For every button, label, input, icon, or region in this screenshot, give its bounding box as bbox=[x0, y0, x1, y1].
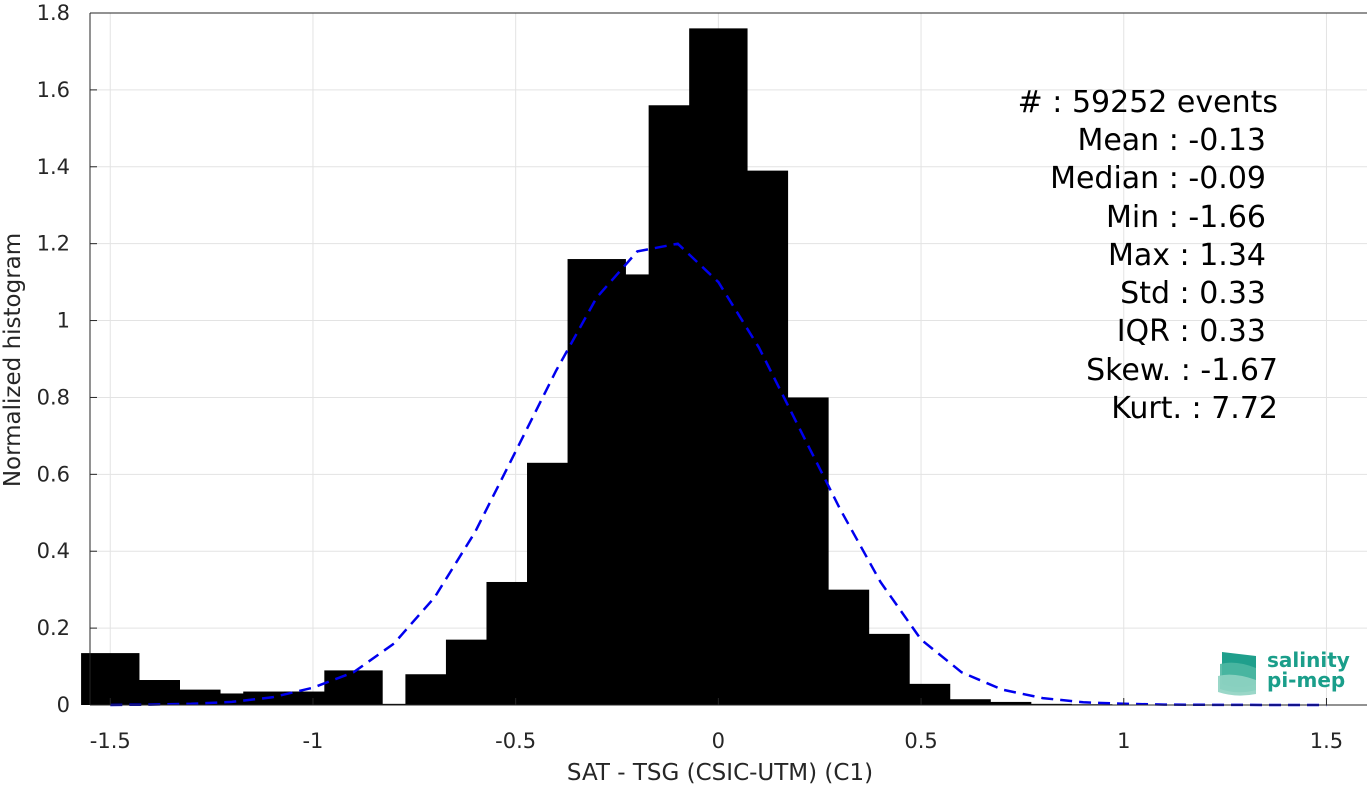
stats-iqr: IQR : 0.33 bbox=[1117, 314, 1266, 349]
x-tick-label: 0 bbox=[712, 729, 725, 753]
histogram-bar bbox=[324, 670, 383, 705]
histogram-bar bbox=[364, 703, 424, 705]
histogram-bar bbox=[932, 699, 991, 705]
y-tick-label: 0.2 bbox=[37, 616, 70, 640]
stats-mean: Mean : -0.13 bbox=[1077, 123, 1266, 158]
stats-min: Min : -1.66 bbox=[1106, 200, 1266, 235]
stats-skew: Skew. : -1.67 bbox=[1086, 353, 1278, 388]
y-tick-labels: 0 0.2 0.4 0.6 0.8 1 1.2 1.4 1.6 1.8 bbox=[37, 1, 70, 717]
stats-events: # : 59252 events bbox=[1018, 85, 1278, 120]
y-tick-label: 1 bbox=[57, 309, 70, 333]
x-tick-label: -0.5 bbox=[495, 729, 536, 753]
x-tick-label: -1.5 bbox=[90, 729, 131, 753]
y-axis-label: Normalized histogram bbox=[0, 233, 26, 487]
x-tick-labels: -1.5 -1 -0.5 0 0.5 1 1.5 bbox=[90, 729, 1343, 753]
histogram-bar bbox=[972, 701, 1032, 705]
y-tick-label: 1.2 bbox=[37, 232, 70, 256]
stats-max: Max : 1.34 bbox=[1108, 238, 1266, 273]
x-tick-label: 0.5 bbox=[904, 729, 937, 753]
histogram-bars bbox=[81, 28, 1356, 706]
histogram-bar bbox=[1013, 703, 1072, 705]
logo-line2: pi-mep bbox=[1267, 668, 1345, 692]
x-tick-label: 1 bbox=[1117, 729, 1130, 753]
stats-std: Std : 0.33 bbox=[1120, 276, 1266, 311]
salinity-pimep-logo: salinity pi-mep bbox=[1218, 648, 1350, 696]
axes bbox=[89, 12, 1367, 706]
wave-logo-icon bbox=[1218, 652, 1256, 696]
stats-box: # : 59252 events Mean : -0.13 Median : -… bbox=[1018, 85, 1278, 426]
histogram-bar bbox=[202, 693, 262, 705]
y-tick-label: 1.4 bbox=[37, 155, 70, 179]
x-axis-label: SAT - TSG (CSIC-UTM) (C1) bbox=[567, 760, 873, 785]
y-tick-label: 1.8 bbox=[37, 1, 70, 25]
y-tick-label: 0 bbox=[57, 693, 70, 717]
stats-kurt: Kurt. : 7.72 bbox=[1111, 391, 1278, 426]
y-tick-label: 0.4 bbox=[37, 539, 70, 563]
x-tick-label: 1.5 bbox=[1310, 729, 1343, 753]
y-tick-label: 1.6 bbox=[37, 78, 70, 102]
y-tick-label: 0.6 bbox=[37, 462, 70, 486]
x-tick-label: -1 bbox=[302, 729, 323, 753]
y-tick-label: 0.8 bbox=[37, 385, 70, 409]
logo-line1: salinity bbox=[1267, 648, 1350, 672]
stats-median: Median : -0.09 bbox=[1050, 161, 1266, 196]
